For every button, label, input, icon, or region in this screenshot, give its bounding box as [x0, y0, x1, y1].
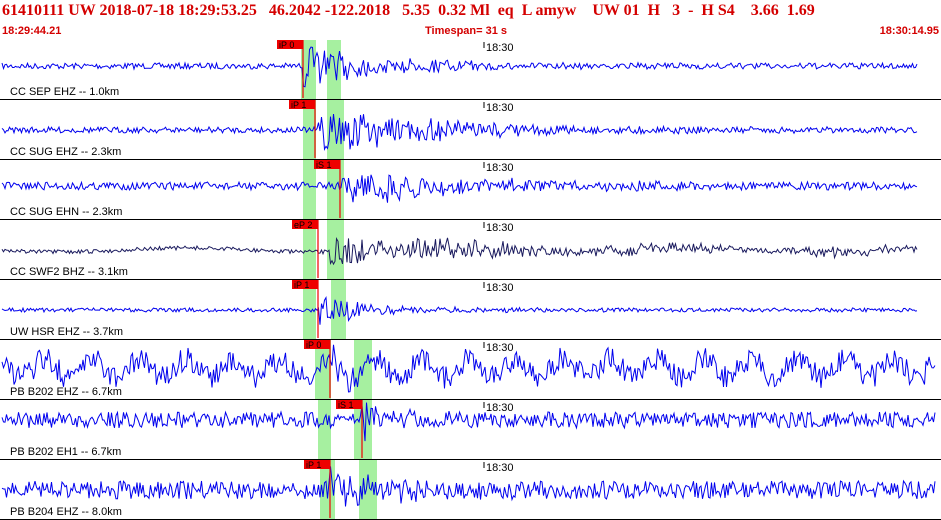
channel-label: CC SEP EHZ -- 1.0km [10, 86, 119, 98]
phase-pick-flag[interactable] [289, 100, 315, 109]
pick-window-highlight [359, 460, 377, 520]
pick-window-highlight [315, 340, 331, 400]
pick-window-highlight [331, 280, 346, 340]
time-tick-label: 18:30 [486, 282, 514, 294]
event-header: 61410111 UW 2018-07-18 18:29:53.25 46.20… [0, 0, 941, 40]
channel-label: CC SUG EHN -- 2.3km [10, 206, 122, 218]
time-tick-label: 18:30 [486, 342, 514, 354]
phase-pick-flag[interactable] [336, 400, 362, 409]
end-time: 18:30:14.95 [879, 25, 939, 37]
seismic-trace [1, 466, 936, 507]
channel-label: PB B202 EHZ -- 6.7km [10, 386, 122, 398]
time-tick-label: 18:30 [486, 42, 514, 54]
seismogram-panel[interactable]: 18:30 iP 0 CC SEP EHZ -- 1.0km 18:30 iP 1 CC … [0, 40, 941, 520]
phase-pick-flag[interactable] [277, 40, 303, 49]
seismic-trace [1, 237, 918, 266]
channel-label: CC SUG EHZ -- 2.3km [10, 146, 121, 158]
phase-pick-label: iP 1 [306, 460, 321, 470]
phase-pick-flag[interactable] [292, 280, 318, 289]
time-tick-label: 18:30 [486, 102, 514, 114]
channel-row[interactable]: 18:30 eP 2 CC SWF2 BHZ -- 3.1km [0, 220, 941, 280]
start-time: 18:29:44.21 [2, 25, 62, 37]
phase-pick-flag[interactable] [304, 460, 330, 469]
phase-pick-label: iP 1 [291, 100, 306, 110]
seismic-trace [1, 46, 918, 88]
pick-window-highlight [303, 100, 316, 160]
channel-label: PB B202 EH1 -- 6.7km [10, 446, 121, 458]
channel-row[interactable]: 18:30 iP 0 PB B202 EHZ -- 6.7km [0, 340, 941, 400]
seismic-trace [1, 402, 936, 442]
seismic-trace [1, 344, 936, 393]
phase-pick-label: iP 1 [294, 280, 309, 290]
time-tick-label: 18:30 [486, 402, 514, 414]
channel-row[interactable]: 18:30 iS 1 CC SUG EHN -- 2.3km [0, 160, 941, 220]
channel-label: PB B204 EHZ -- 8.0km [10, 506, 122, 518]
time-tick-label: 18:30 [486, 222, 514, 234]
channel-row[interactable]: 18:30 iS 1 PB B202 EH1 -- 6.7km [0, 400, 941, 460]
phase-pick-flag[interactable] [314, 160, 340, 169]
phase-pick-label: eP 2 [294, 220, 312, 230]
phase-pick-label: iS 1 [316, 160, 332, 170]
channel-row[interactable]: 18:30 iP 1 UW HSR EHZ -- 3.7km [0, 280, 941, 340]
phase-pick-label: iP 0 [306, 340, 321, 350]
seismic-trace [1, 295, 918, 325]
pick-window-highlight [327, 40, 341, 100]
seismic-trace [1, 114, 918, 151]
channel-label: CC SWF2 BHZ -- 3.1km [10, 266, 128, 278]
time-tick-label: 18:30 [486, 462, 514, 474]
pick-window-highlight [303, 160, 316, 220]
channel-row[interactable]: 18:30 iP 1 CC SUG EHZ -- 2.3km [0, 100, 941, 160]
event-info-line: 61410111 UW 2018-07-18 18:29:53.25 46.20… [2, 2, 815, 19]
timespan-label: Timespan= 31 s [425, 25, 508, 37]
phase-pick-label: iP 0 [279, 40, 294, 50]
phase-pick-flag[interactable] [304, 340, 330, 349]
phase-pick-label: iS 1 [338, 400, 354, 410]
time-tick-label: 18:30 [486, 162, 514, 174]
phase-pick-flag[interactable] [292, 220, 318, 229]
seismic-trace [1, 174, 918, 203]
channel-row[interactable]: 18:30 iP 1 PB B204 EHZ -- 8.0km [0, 460, 941, 520]
pick-window-highlight [318, 400, 331, 460]
channel-label: UW HSR EHZ -- 3.7km [10, 326, 123, 338]
channel-row[interactable]: 18:30 iP 0 CC SEP EHZ -- 1.0km [0, 40, 941, 100]
